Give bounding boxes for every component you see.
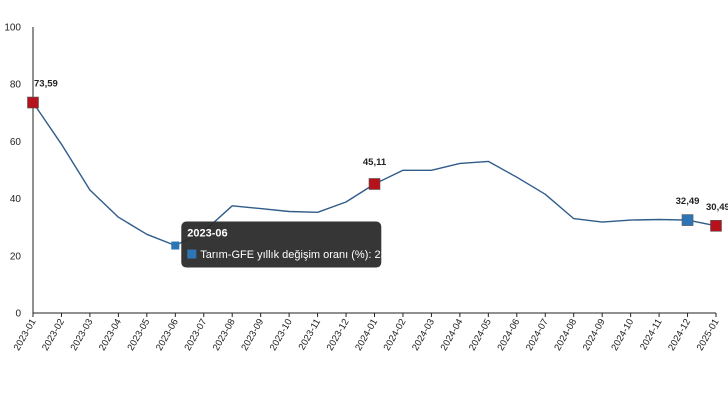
tooltip-box bbox=[181, 221, 382, 268]
x-tick-label: 2023-08 bbox=[211, 317, 238, 353]
data-label: 73,59 bbox=[34, 79, 58, 90]
x-tick-label: 2023-03 bbox=[69, 317, 96, 353]
y-tick-label: 100 bbox=[4, 23, 21, 34]
hover-marker bbox=[171, 241, 180, 250]
x-tick-label: 2023-09 bbox=[239, 317, 266, 353]
data-label: 45,11 bbox=[363, 157, 387, 168]
x-tick-label: 2024-11 bbox=[638, 317, 665, 352]
data-label: 32,49 bbox=[676, 196, 700, 207]
x-tick-label: 2023-05 bbox=[125, 317, 152, 353]
y-tick-label: 0 bbox=[15, 309, 21, 320]
x-tick-label: 2024-12 bbox=[666, 317, 693, 353]
x-tick-label: 2023-01 bbox=[12, 317, 39, 353]
y-tick-labels: 0 20 40 60 80 100 bbox=[4, 23, 21, 320]
x-tick-label: 2023-11 bbox=[297, 317, 324, 352]
highlight-marker bbox=[27, 96, 39, 109]
highlight-markers bbox=[27, 96, 722, 232]
x-tick-label: 2024-03 bbox=[410, 317, 437, 353]
x-tick-label: 2024-09 bbox=[581, 317, 608, 353]
x-tick-label: 2023-07 bbox=[182, 317, 209, 353]
tooltip: 2023-06 Tarım-GFE yıllık değişim oranı (%… bbox=[171, 221, 402, 268]
y-tick-label: 60 bbox=[10, 137, 22, 148]
x-tick-label: 2024-08 bbox=[552, 317, 579, 353]
x-tick-label: 2024-06 bbox=[495, 317, 522, 353]
chart-axes bbox=[32, 27, 717, 317]
x-tick-label: 2023-02 bbox=[40, 317, 67, 353]
tooltip-text: Tarım-GFE yıllık değişim oranı (%): 23.5… bbox=[200, 249, 402, 261]
x-tick-label: 2024-10 bbox=[609, 317, 636, 353]
y-tick-label: 20 bbox=[10, 251, 22, 262]
x-tick-label: 2023-10 bbox=[268, 317, 295, 353]
y-tick-label: 40 bbox=[10, 194, 22, 205]
x-tick-label: 2023-04 bbox=[97, 317, 124, 353]
highlight-marker bbox=[368, 178, 381, 190]
tooltip-series-swatch bbox=[187, 249, 197, 259]
x-tick-label: 2023-12 bbox=[325, 317, 352, 353]
data-labels: 73,59 45,11 32,49 30,49 bbox=[34, 79, 728, 213]
highlight-marker bbox=[710, 219, 722, 232]
x-tick-label: 2024-01 bbox=[353, 317, 380, 353]
x-tick-label: 2024-04 bbox=[439, 317, 466, 353]
tooltip-title: 2023-06 bbox=[187, 228, 227, 240]
x-tick-label: 2024-07 bbox=[524, 317, 551, 353]
x-tick-labels: 2023-01 2023-02 2023-03 2023-04 2023-05 2023-… bbox=[12, 317, 722, 353]
x-tick-label: 2024-02 bbox=[382, 317, 409, 353]
data-label: 30,49 bbox=[706, 202, 728, 213]
x-tick-label: 2023-06 bbox=[154, 317, 181, 353]
y-tick-label: 80 bbox=[10, 80, 22, 91]
highlight-marker bbox=[681, 214, 694, 226]
x-tick-label: 2024-05 bbox=[467, 317, 494, 353]
x-tick-label: 2025-01 bbox=[695, 317, 722, 353]
